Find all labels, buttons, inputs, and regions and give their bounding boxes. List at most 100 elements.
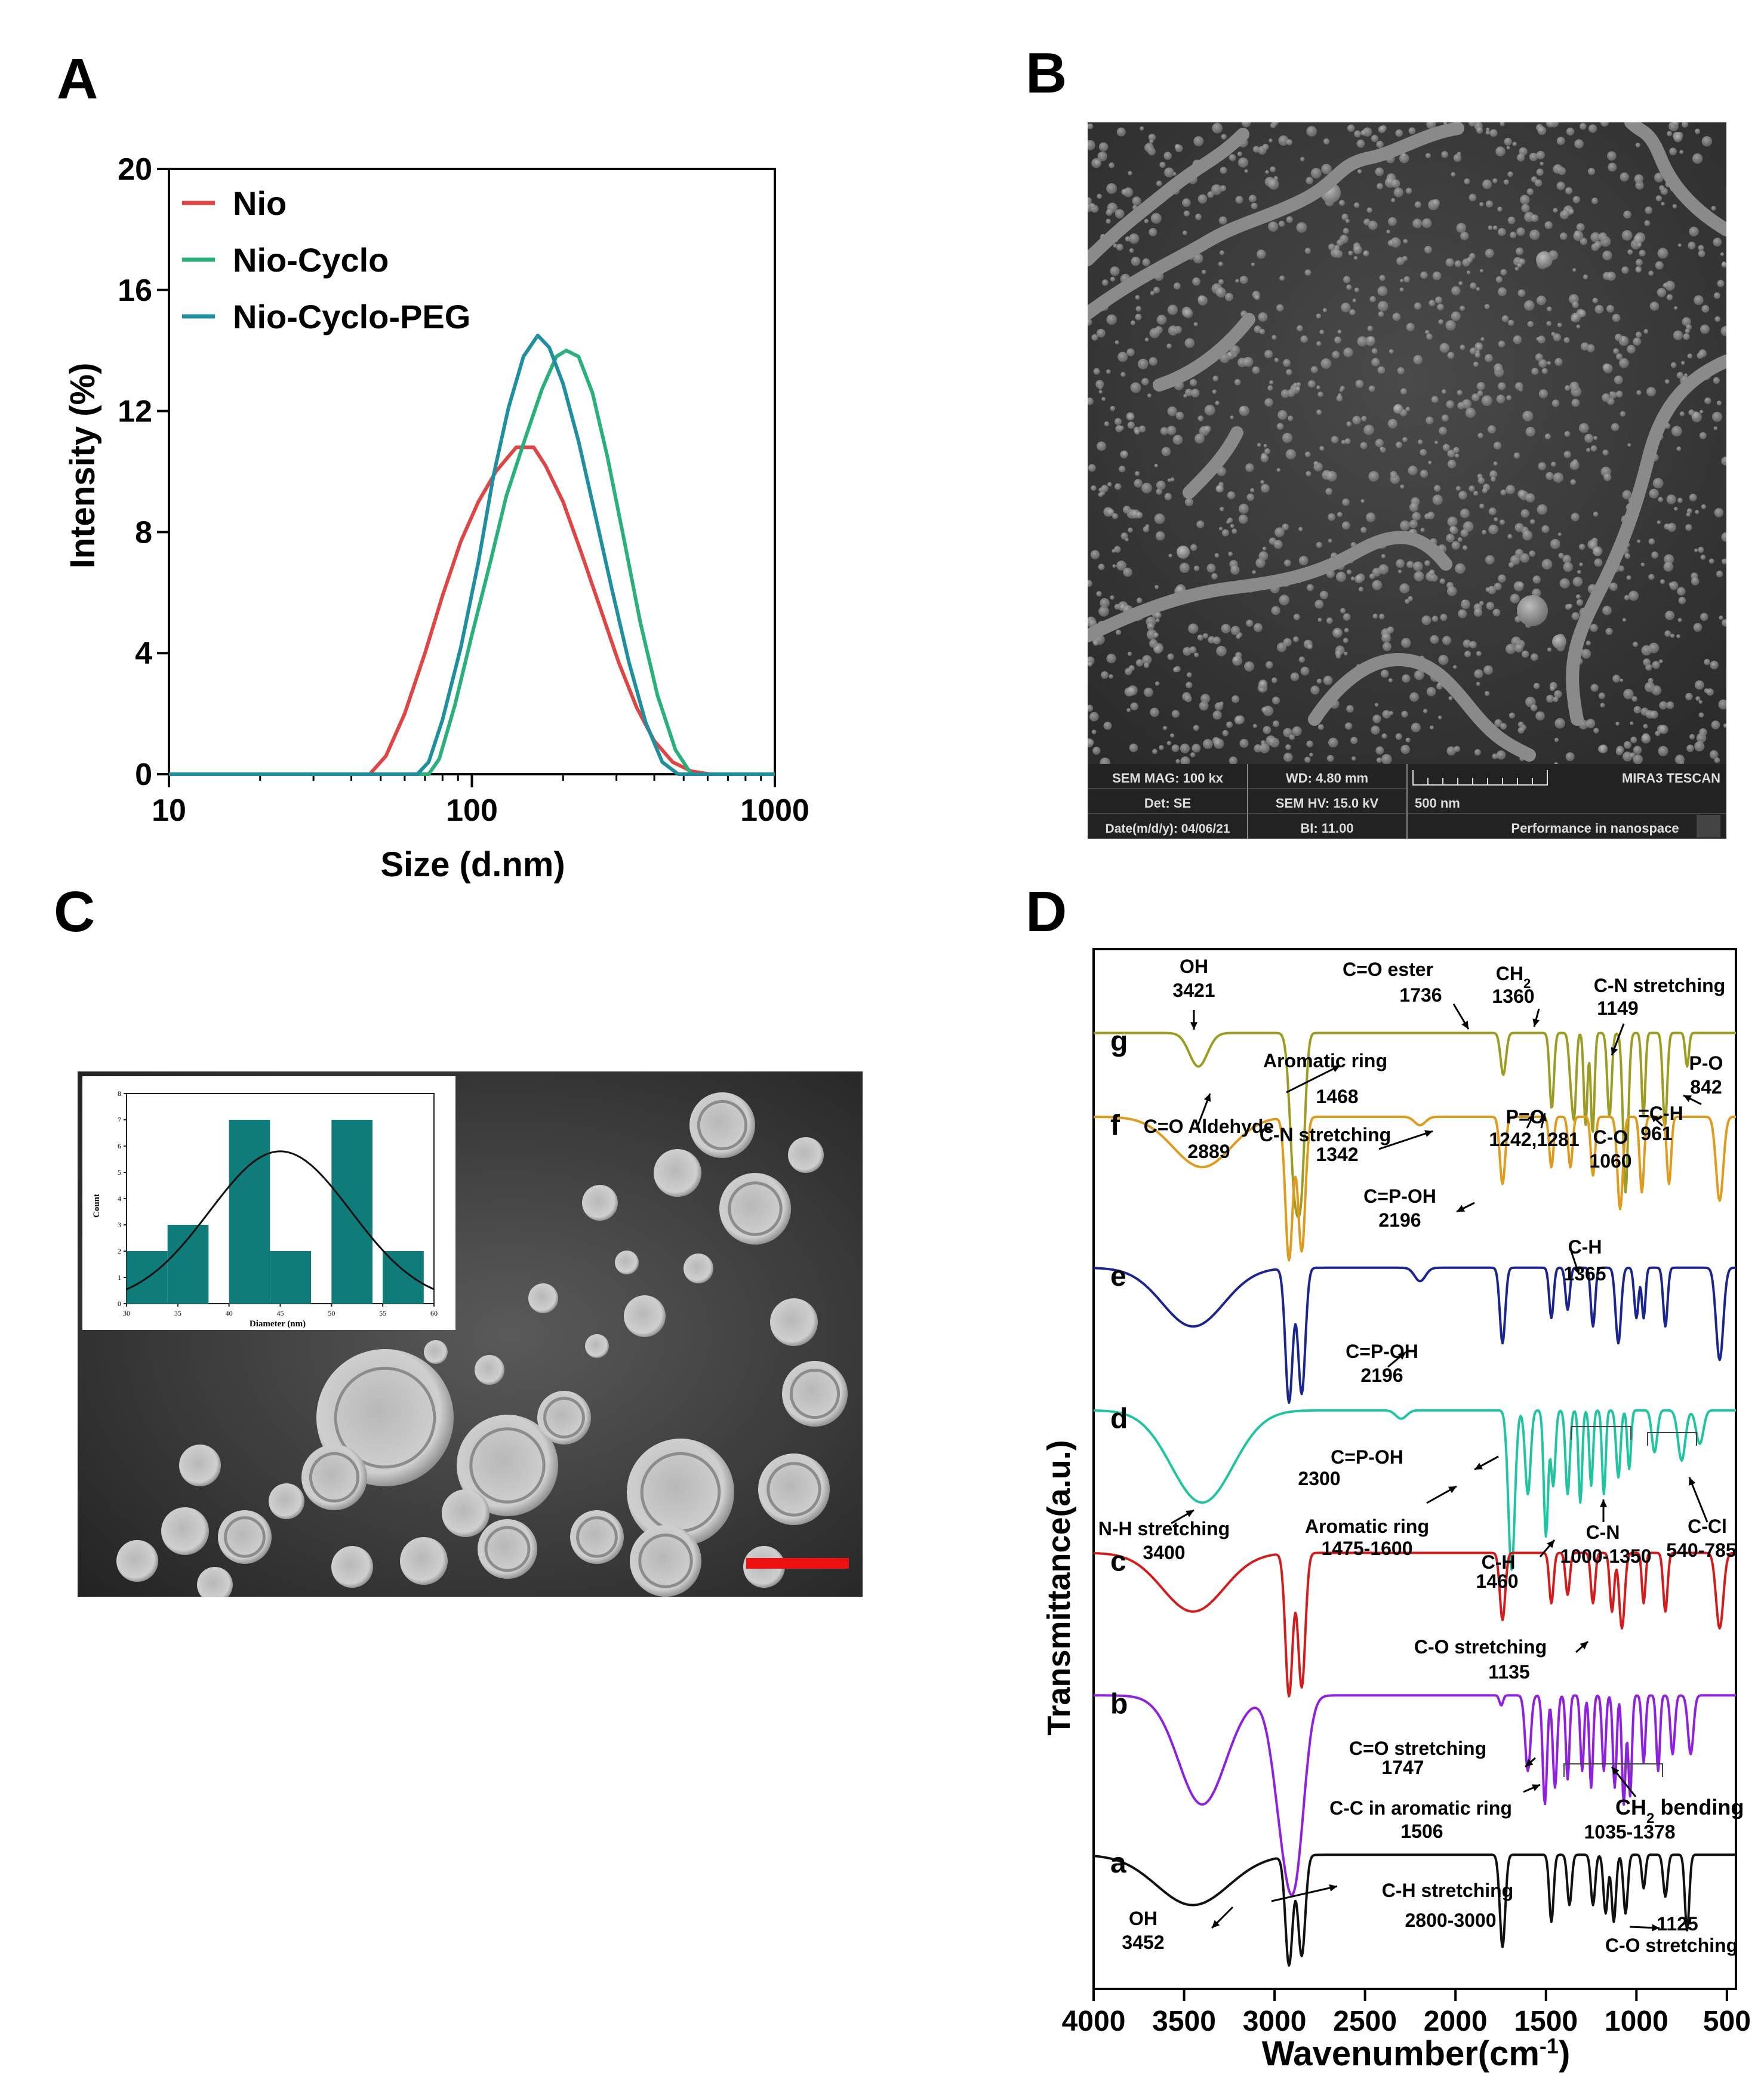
sem-particle — [1494, 583, 1502, 590]
sem-large-particle — [1536, 251, 1553, 268]
sem-particle — [1691, 577, 1700, 586]
sem-particle — [1630, 721, 1634, 725]
chart-d-annotation: 1360 — [1492, 986, 1534, 1007]
sem-background — [1088, 122, 1726, 764]
sem-particle — [1120, 532, 1128, 540]
tem-vesicle-core — [789, 1368, 841, 1419]
sem-particle — [1507, 534, 1513, 539]
tem-vesicle — [615, 1251, 639, 1274]
sem-particle — [1150, 213, 1162, 224]
sem-particle — [1346, 421, 1352, 427]
sem-particle — [1426, 416, 1434, 424]
sem-particle — [1389, 711, 1394, 716]
sem-particle — [1458, 609, 1467, 618]
sem-particle — [1199, 701, 1209, 711]
chart-d-arrowhead — [1329, 1884, 1337, 1892]
sem-particle — [1226, 721, 1233, 728]
sem-large-particle — [1177, 546, 1190, 559]
sem-particle — [1482, 179, 1492, 189]
sem-particle — [1681, 361, 1685, 365]
sem-particle — [1197, 635, 1203, 641]
sem-particle — [1491, 476, 1496, 482]
sem-particle — [1125, 667, 1132, 676]
sem-particle — [1174, 144, 1181, 150]
sem-particle — [1252, 366, 1260, 374]
sem-particle — [1449, 526, 1457, 533]
sem-particle — [1581, 342, 1589, 351]
chart-d-annotation: 1135 — [1488, 1661, 1529, 1683]
tem-vesicle — [684, 1254, 713, 1283]
sem-particle — [1232, 695, 1240, 703]
sem-particle — [1221, 624, 1231, 634]
sem-particle — [1460, 344, 1466, 350]
sem-particle — [1283, 752, 1293, 762]
sem-particle — [1341, 303, 1351, 313]
sem-particle — [1682, 317, 1691, 327]
sem-particle — [1349, 309, 1356, 316]
sem-particle — [1381, 733, 1387, 739]
sem-particle — [1572, 196, 1581, 204]
tem-vesicle-core — [469, 1427, 546, 1504]
sem-particle — [1272, 720, 1280, 728]
sem-particle — [1264, 448, 1271, 455]
sem-particle — [1156, 481, 1166, 490]
sem-particle — [1643, 329, 1649, 334]
sem-particle — [1212, 122, 1223, 134]
sem-particle — [1408, 127, 1416, 134]
chart-d-series-line — [1093, 1031, 1737, 1219]
sem-particle — [1371, 358, 1380, 367]
sem-date: Date(m/d/y): 04/06/21 — [1106, 822, 1230, 836]
sem-particle — [1531, 653, 1538, 661]
sem-particle — [1137, 358, 1149, 369]
sem-particle — [1533, 682, 1540, 689]
sem-particle — [1110, 405, 1116, 411]
chart-d-arrowhead — [1651, 1114, 1659, 1123]
sem-particle — [1447, 460, 1457, 469]
sem-particle — [1298, 526, 1303, 532]
sem-particle — [1335, 571, 1347, 582]
sem-particle — [1563, 451, 1571, 458]
chart-d-series-line — [1093, 1853, 1737, 1967]
chart-a-axes: 0 4 8 12 16 20 10 100 1000 — [118, 152, 809, 828]
sem-particle — [1306, 177, 1313, 184]
sem-particle — [1098, 563, 1105, 571]
sem-particle — [1453, 446, 1460, 454]
sem-particle — [1332, 627, 1343, 638]
sem-particle — [1594, 304, 1604, 314]
sem-particle — [1164, 167, 1174, 178]
sem-particle — [1381, 633, 1392, 643]
sem-particle — [1266, 735, 1276, 746]
sem-particle — [1560, 232, 1568, 240]
sem-particle — [1127, 414, 1134, 420]
sem-particle — [1272, 677, 1277, 683]
sem-particle — [1520, 509, 1529, 518]
sem-particle — [1152, 749, 1157, 754]
sem-particle — [1489, 129, 1498, 137]
sem-particle — [1220, 167, 1227, 174]
sem-particle — [1285, 744, 1291, 750]
sem-particle — [1457, 402, 1465, 409]
sem-mag: SEM MAG: 100 kx — [1112, 771, 1224, 786]
sem-particle — [1616, 353, 1623, 360]
sem-particle — [1393, 187, 1403, 198]
sem-particle — [1214, 738, 1224, 749]
sem-particle — [1420, 449, 1427, 456]
sem-particle — [1378, 311, 1384, 318]
sem-particle — [1354, 130, 1361, 138]
sem-particle — [1400, 279, 1404, 283]
chart-a-legend: Nio Nio-Cyclo Nio-Cyclo-PEG — [182, 184, 470, 335]
sem-particle — [1366, 512, 1376, 522]
sem-particle — [1483, 665, 1493, 675]
sem-particle — [1406, 561, 1414, 568]
sem-particle — [1633, 337, 1642, 346]
sem-particle — [1477, 477, 1485, 484]
sem-particle — [1316, 341, 1322, 346]
sem-particle — [1456, 223, 1467, 233]
sem-particle — [1485, 200, 1494, 208]
sem-particle — [1723, 723, 1726, 728]
sem-particle — [1432, 199, 1440, 207]
sem-particle — [1556, 137, 1565, 146]
sem-particle — [1590, 624, 1598, 632]
sem-particle — [1488, 524, 1498, 535]
sem-particle — [1479, 503, 1485, 509]
